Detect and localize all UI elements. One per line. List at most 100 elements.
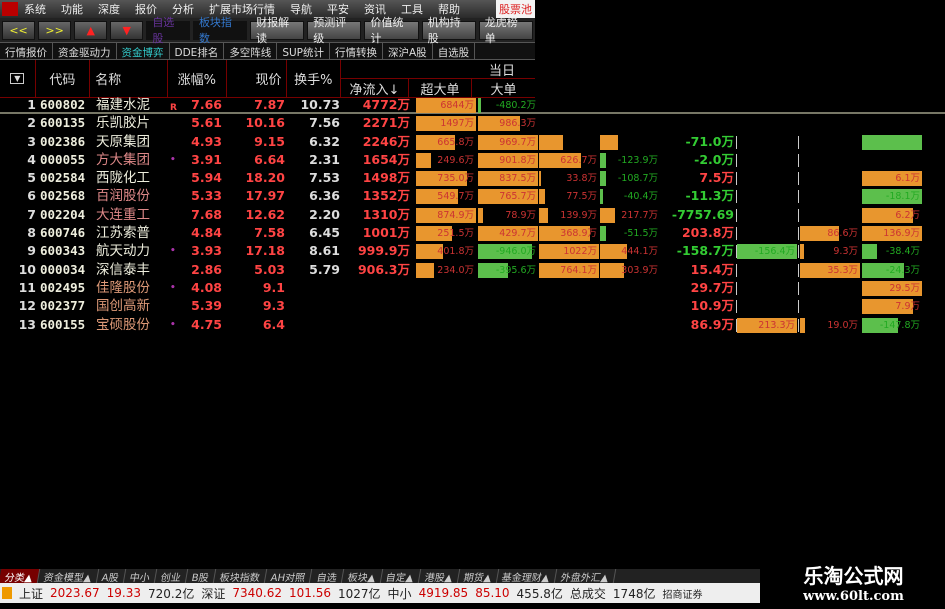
tab[interactable]: 多空阵线 xyxy=(224,43,278,59)
market-tab[interactable]: 基金理财▲ xyxy=(496,569,558,584)
inflow-bar xyxy=(539,134,563,150)
zx-label: 中小 xyxy=(387,586,412,601)
market-tab[interactable]: 资金模型▲ xyxy=(37,569,99,584)
flow-value: 35.3万 xyxy=(827,264,858,276)
menu-stock-pool[interactable]: 股票池 xyxy=(496,0,535,18)
menu-item[interactable]: 功能 xyxy=(61,3,83,16)
column-menu-button[interactable]: ▼ xyxy=(0,60,36,97)
inflow-bar xyxy=(600,207,615,223)
menu-item[interactable]: 资讯 xyxy=(364,3,386,16)
flow-value: 19.0万 xyxy=(827,319,858,331)
flow-value: 735.0万 xyxy=(437,173,474,185)
toolbar-button[interactable]: 机构持股 xyxy=(421,16,476,45)
table-row[interactable]: 8 600746 江苏索普 4.84 7.58 6.45 1001万 251.5万 429.7万… xyxy=(0,224,945,242)
flow-cell: -38.4万 xyxy=(862,244,922,260)
row-index: 10 xyxy=(18,261,36,277)
market-tab[interactable]: 期货▲ xyxy=(457,569,499,584)
flow-cell: -147.8万 xyxy=(862,317,922,333)
market-tab[interactable]: 板块▲ xyxy=(341,569,383,584)
sh-amount: 720.2亿 xyxy=(148,586,195,601)
table-row[interactable]: 7 002204 大连重工 7.68 12.62 2.20 1310万 874.9万 78.9万… xyxy=(0,206,945,224)
market-tab[interactable]: AH对照 xyxy=(264,569,313,584)
menu-item[interactable]: 帮助 xyxy=(438,3,460,16)
menu-item[interactable]: 系统 xyxy=(24,3,46,16)
menu-item[interactable]: 平安 xyxy=(327,3,349,16)
flow-value: -946.0万 xyxy=(495,246,536,258)
tab[interactable]: SUP统计 xyxy=(277,43,330,59)
table-row[interactable]: 9 600343 航天动力 • 3.93 17.18 8.61 999.9万 401.8万 -94… xyxy=(0,242,945,260)
flow-value: 136.9万 xyxy=(883,228,920,240)
tab[interactable]: 自选股 xyxy=(433,43,476,59)
flow-cell: -946.0万 xyxy=(478,244,538,260)
stock-name: 乐凯胶片 xyxy=(96,115,150,132)
tab[interactable]: 资金驱动力 xyxy=(53,43,117,59)
table-row[interactable]: 13 600155 宝硕股份 • 4.75 6.4 86.9万 213.3万 19.0万 -147… xyxy=(0,316,945,334)
prev-button[interactable]: << xyxy=(2,20,36,40)
tab[interactable]: DDE排名 xyxy=(170,43,225,59)
market-tab[interactable]: 分类▲ xyxy=(0,569,40,584)
flow-value: 6.2万 xyxy=(895,209,920,221)
toolbar-button[interactable]: 价值统计 xyxy=(364,16,419,45)
menu-item[interactable]: 导航 xyxy=(290,3,312,16)
market-tab[interactable]: 自定▲ xyxy=(379,569,422,584)
market-tab[interactable]: A股 xyxy=(96,569,127,584)
price: 10.16 xyxy=(245,115,285,131)
table-row[interactable]: 2 600135 乐凯胶片 5.61 10.16 7.56 2271万 1497万 986.3万 xyxy=(0,114,945,132)
flow-value: 986.3万 xyxy=(499,118,536,130)
flow-cell: 429.7万 xyxy=(478,226,538,242)
toolbar-button[interactable]: 财报解读 xyxy=(250,16,305,45)
market-tab[interactable]: 中小 xyxy=(124,569,158,584)
header-large[interactable]: 大单 xyxy=(490,83,517,98)
header-pct[interactable]: 涨幅% xyxy=(168,60,227,97)
header-price[interactable]: 现价 xyxy=(227,60,287,97)
up-button[interactable]: ▲ xyxy=(74,20,108,40)
menu-item[interactable]: 分析 xyxy=(172,3,194,16)
inflow-bar xyxy=(539,189,545,205)
table-row[interactable]: 4 000055 方大集团 • 3.91 6.64 2.31 1654万 249.6万 901.8… xyxy=(0,151,945,169)
market-tab[interactable]: 自选 xyxy=(310,569,344,584)
header-code[interactable]: 代码 xyxy=(36,60,91,97)
tab[interactable]: 行情报价 xyxy=(0,43,53,59)
flow-cell: 77.5万 xyxy=(539,189,599,205)
toolbar-button[interactable]: 预测评级 xyxy=(307,16,362,45)
toolbar-link[interactable]: 板块指数 xyxy=(192,16,248,45)
table-row[interactable]: 10 000034 深信泰丰 2.86 5.03 5.79 906.3万 234.0万 -395… xyxy=(0,261,945,279)
menu-item[interactable]: 深度 xyxy=(98,3,120,16)
tab[interactable]: 行情转换 xyxy=(330,43,383,59)
table-row[interactable]: 6 002568 百润股份 5.33 17.97 6.36 1352万 549.7万 765.7… xyxy=(0,187,945,205)
market-tab[interactable]: 外盘外汇▲ xyxy=(554,569,616,584)
menu-item[interactable]: 工具 xyxy=(401,3,423,16)
change-pct: 3.93 xyxy=(191,243,222,259)
header-super-large[interactable]: 超大单 xyxy=(409,79,472,98)
market-tab[interactable]: B股 xyxy=(186,569,217,584)
total-label: 总成交 xyxy=(569,586,606,601)
inflow-bar xyxy=(862,171,922,187)
table-row[interactable]: 11 002495 佳隆股份 • 4.08 9.1 29.7万 29.5万 xyxy=(0,279,945,297)
flow-cell: -156.4万 xyxy=(737,244,797,260)
header-turnover[interactable]: 换手% xyxy=(287,60,341,97)
toolbar-button[interactable]: 龙虎榜单 xyxy=(478,16,533,45)
tab[interactable]: 深沪A股 xyxy=(383,43,433,59)
table-row[interactable]: 3 002386 天原集团 4.93 9.15 6.32 2246万 665.8万 969.7万… xyxy=(0,133,945,151)
header-name[interactable]: 名称 xyxy=(90,60,168,97)
flow-cell: 249.6万 xyxy=(416,152,476,168)
next-button[interactable]: >> xyxy=(38,20,72,40)
toolbar-link[interactable]: 自选股 xyxy=(146,16,190,45)
table-row[interactable]: 5 002584 西陇化工 5.94 18.20 7.53 1498万 735.0万 837.5… xyxy=(0,169,945,187)
market-tab[interactable]: 港股▲ xyxy=(418,569,460,584)
menu-item[interactable]: 报价 xyxy=(135,3,157,16)
down-button[interactable]: ▼ xyxy=(110,20,144,40)
outflow-bar xyxy=(600,152,606,168)
sz-amount: 1027亿 xyxy=(338,586,381,601)
menu-item[interactable]: 扩展市场行情 xyxy=(209,3,275,16)
outflow-bar xyxy=(600,189,603,205)
flow-cell: 6.1万 xyxy=(862,171,922,187)
tab[interactable]: 资金博弈 xyxy=(117,43,170,59)
divider xyxy=(798,153,799,167)
flow-value: 139.9万 xyxy=(560,209,597,221)
table-row[interactable]: 12 002377 国创高新 5.39 9.3 10.9万 7.9万 xyxy=(0,297,945,315)
table-row[interactable]: 1 600802 福建水泥 R 7.66 7.87 10.73 4772万 6844万 -480.… xyxy=(0,96,945,115)
header-net-inflow[interactable]: 净流入↓ xyxy=(341,79,409,98)
market-tab[interactable]: 创业 xyxy=(155,569,189,584)
market-tab[interactable]: 板块指数 xyxy=(213,569,268,584)
